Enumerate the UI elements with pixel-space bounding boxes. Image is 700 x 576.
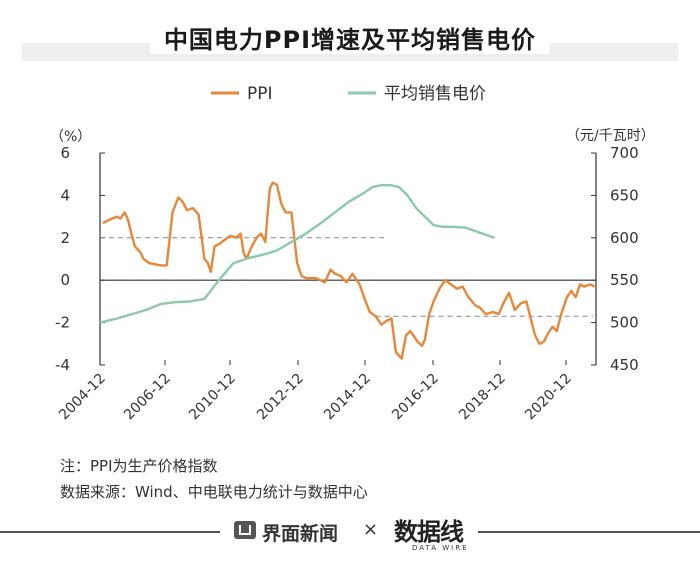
legend-ppi-label: PPI [247,84,273,104]
y-right-tick-label: 450 [610,356,639,374]
y-left-tick-label: 0 [60,271,70,289]
y-left-tick-label: 2 [60,229,70,247]
y-right-unit: （元/千瓦时） [566,128,655,144]
chart-title-wrap: 中国电力PPI增速及平均销售电价 [0,20,700,55]
x-tick-label: 2014-12 [321,371,374,424]
y-right-tick-label: 500 [610,314,639,332]
chart-title: 中国电力PPI增速及平均销售电价 [149,26,551,54]
price-line [99,183,495,324]
y-right-tick-label: 700 [610,144,639,162]
footer-rule-right [478,531,700,533]
note-ppi: 注：PPI为生产价格指数 [60,457,218,475]
x-tick-label: 2006-12 [121,371,174,424]
datawire-logo-sub: DATA WIRE [412,544,469,552]
y-left-tick-label: 4 [60,186,70,204]
footer-rule-left [0,531,220,533]
x-tick-label: 2020-12 [522,371,575,424]
y-right-tick-label: 650 [610,186,639,204]
y-right-tick-label: 600 [610,229,639,247]
x-tick-label: 2018-12 [456,371,509,424]
jiemian-logo-icon [234,521,256,539]
footer-separator: × [363,519,379,540]
x-tick-label: 2004-12 [56,371,109,424]
x-tick-label: 2016-12 [389,371,442,424]
legend-price-label: 平均销售电价 [384,84,486,104]
y-left-tick-label: -4 [55,356,70,374]
y-left-tick-label: 6 [60,144,70,162]
ppi-line [102,181,596,360]
datawire-logo: 数据线 [394,518,464,546]
chart: 6 4 2 0 -2 -4 （%） 700 650 600 550 500 450 （元/千瓦时） 2004… [50,84,655,424]
x-tick-label: 2010-12 [186,371,239,424]
y-right-tick-label: 550 [610,271,639,289]
y-left-tick-label: -2 [55,314,70,332]
x-tick-label: 2012-12 [254,371,307,424]
note-source: 数据来源：Wind、中电联电力统计与数据中心 [60,483,368,501]
y-left-unit: （%） [50,129,91,145]
footer-brand: 界面新闻 [262,523,339,545]
